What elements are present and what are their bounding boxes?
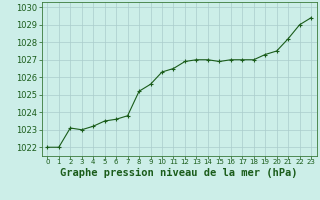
X-axis label: Graphe pression niveau de la mer (hPa): Graphe pression niveau de la mer (hPa) [60,168,298,178]
